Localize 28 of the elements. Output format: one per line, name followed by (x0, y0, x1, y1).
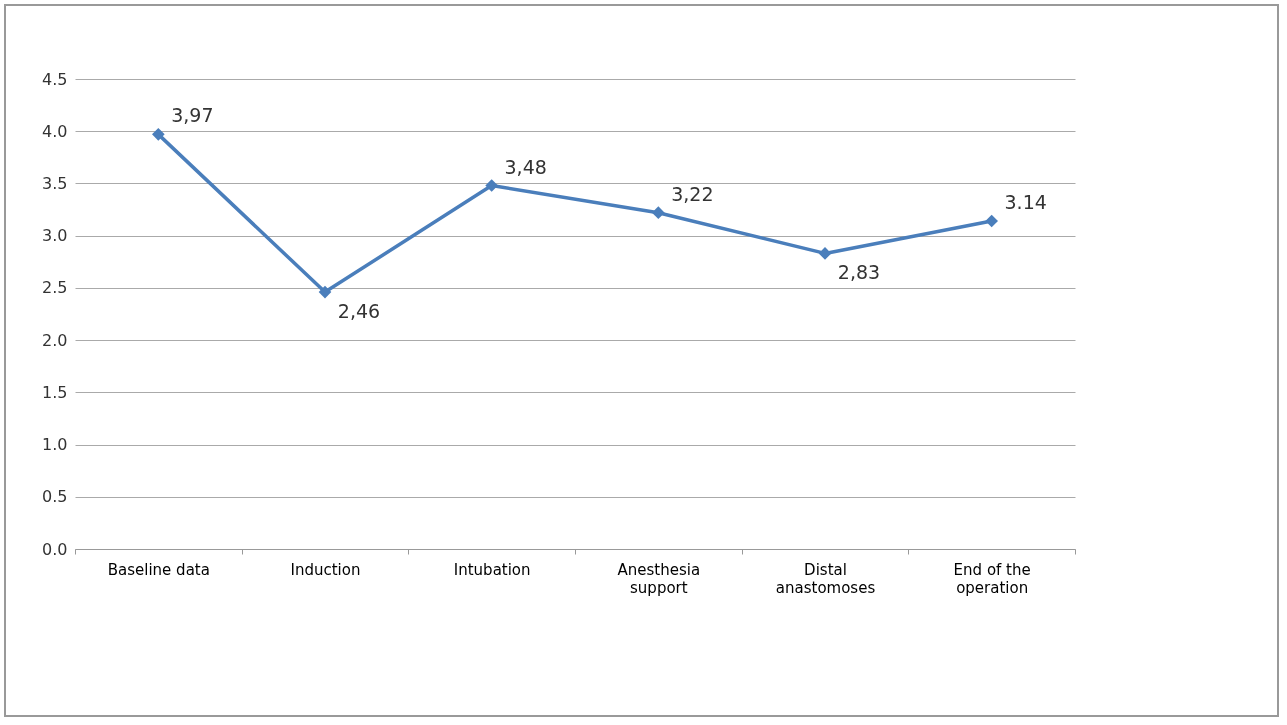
point (152, 128, 165, 141)
data-label: 2,83 (837, 261, 881, 284)
y-tick-label: 0.0 (42, 539, 68, 559)
y-tick-label: 4.0 (42, 121, 68, 141)
y-tick-label: 0.5 (42, 487, 68, 507)
data-label: 3.14 (1004, 191, 1047, 214)
y-tick-label: 1.0 (42, 435, 68, 455)
point (985, 214, 998, 228)
point (652, 206, 665, 220)
data-label: 3,97 (171, 104, 214, 127)
point (318, 285, 332, 299)
x-tick-label: Anesthesia support (617, 560, 701, 597)
y-tick-label: 3.0 (42, 226, 68, 246)
y-tick-label: 4.5 (42, 69, 68, 89)
x-tick-label: End of the operation (953, 560, 1031, 597)
y-tick-label: 1.5 (42, 382, 68, 402)
x-tick-label: Induction (290, 560, 361, 579)
x-tick-label: Distal anastomoses (775, 560, 876, 597)
y-tick-label: 2.5 (42, 278, 68, 298)
y-tick-label: 2.0 (42, 330, 68, 350)
x-tick-label: Baseline data (107, 560, 210, 579)
point (485, 179, 498, 192)
data-label: 3,22 (671, 182, 714, 205)
y-tick-label: 3.5 (42, 173, 68, 193)
data-label: 2,46 (337, 300, 381, 323)
data-label: 3,48 (504, 155, 547, 178)
x-tick-label: Intubation (453, 560, 531, 579)
point (818, 247, 832, 260)
